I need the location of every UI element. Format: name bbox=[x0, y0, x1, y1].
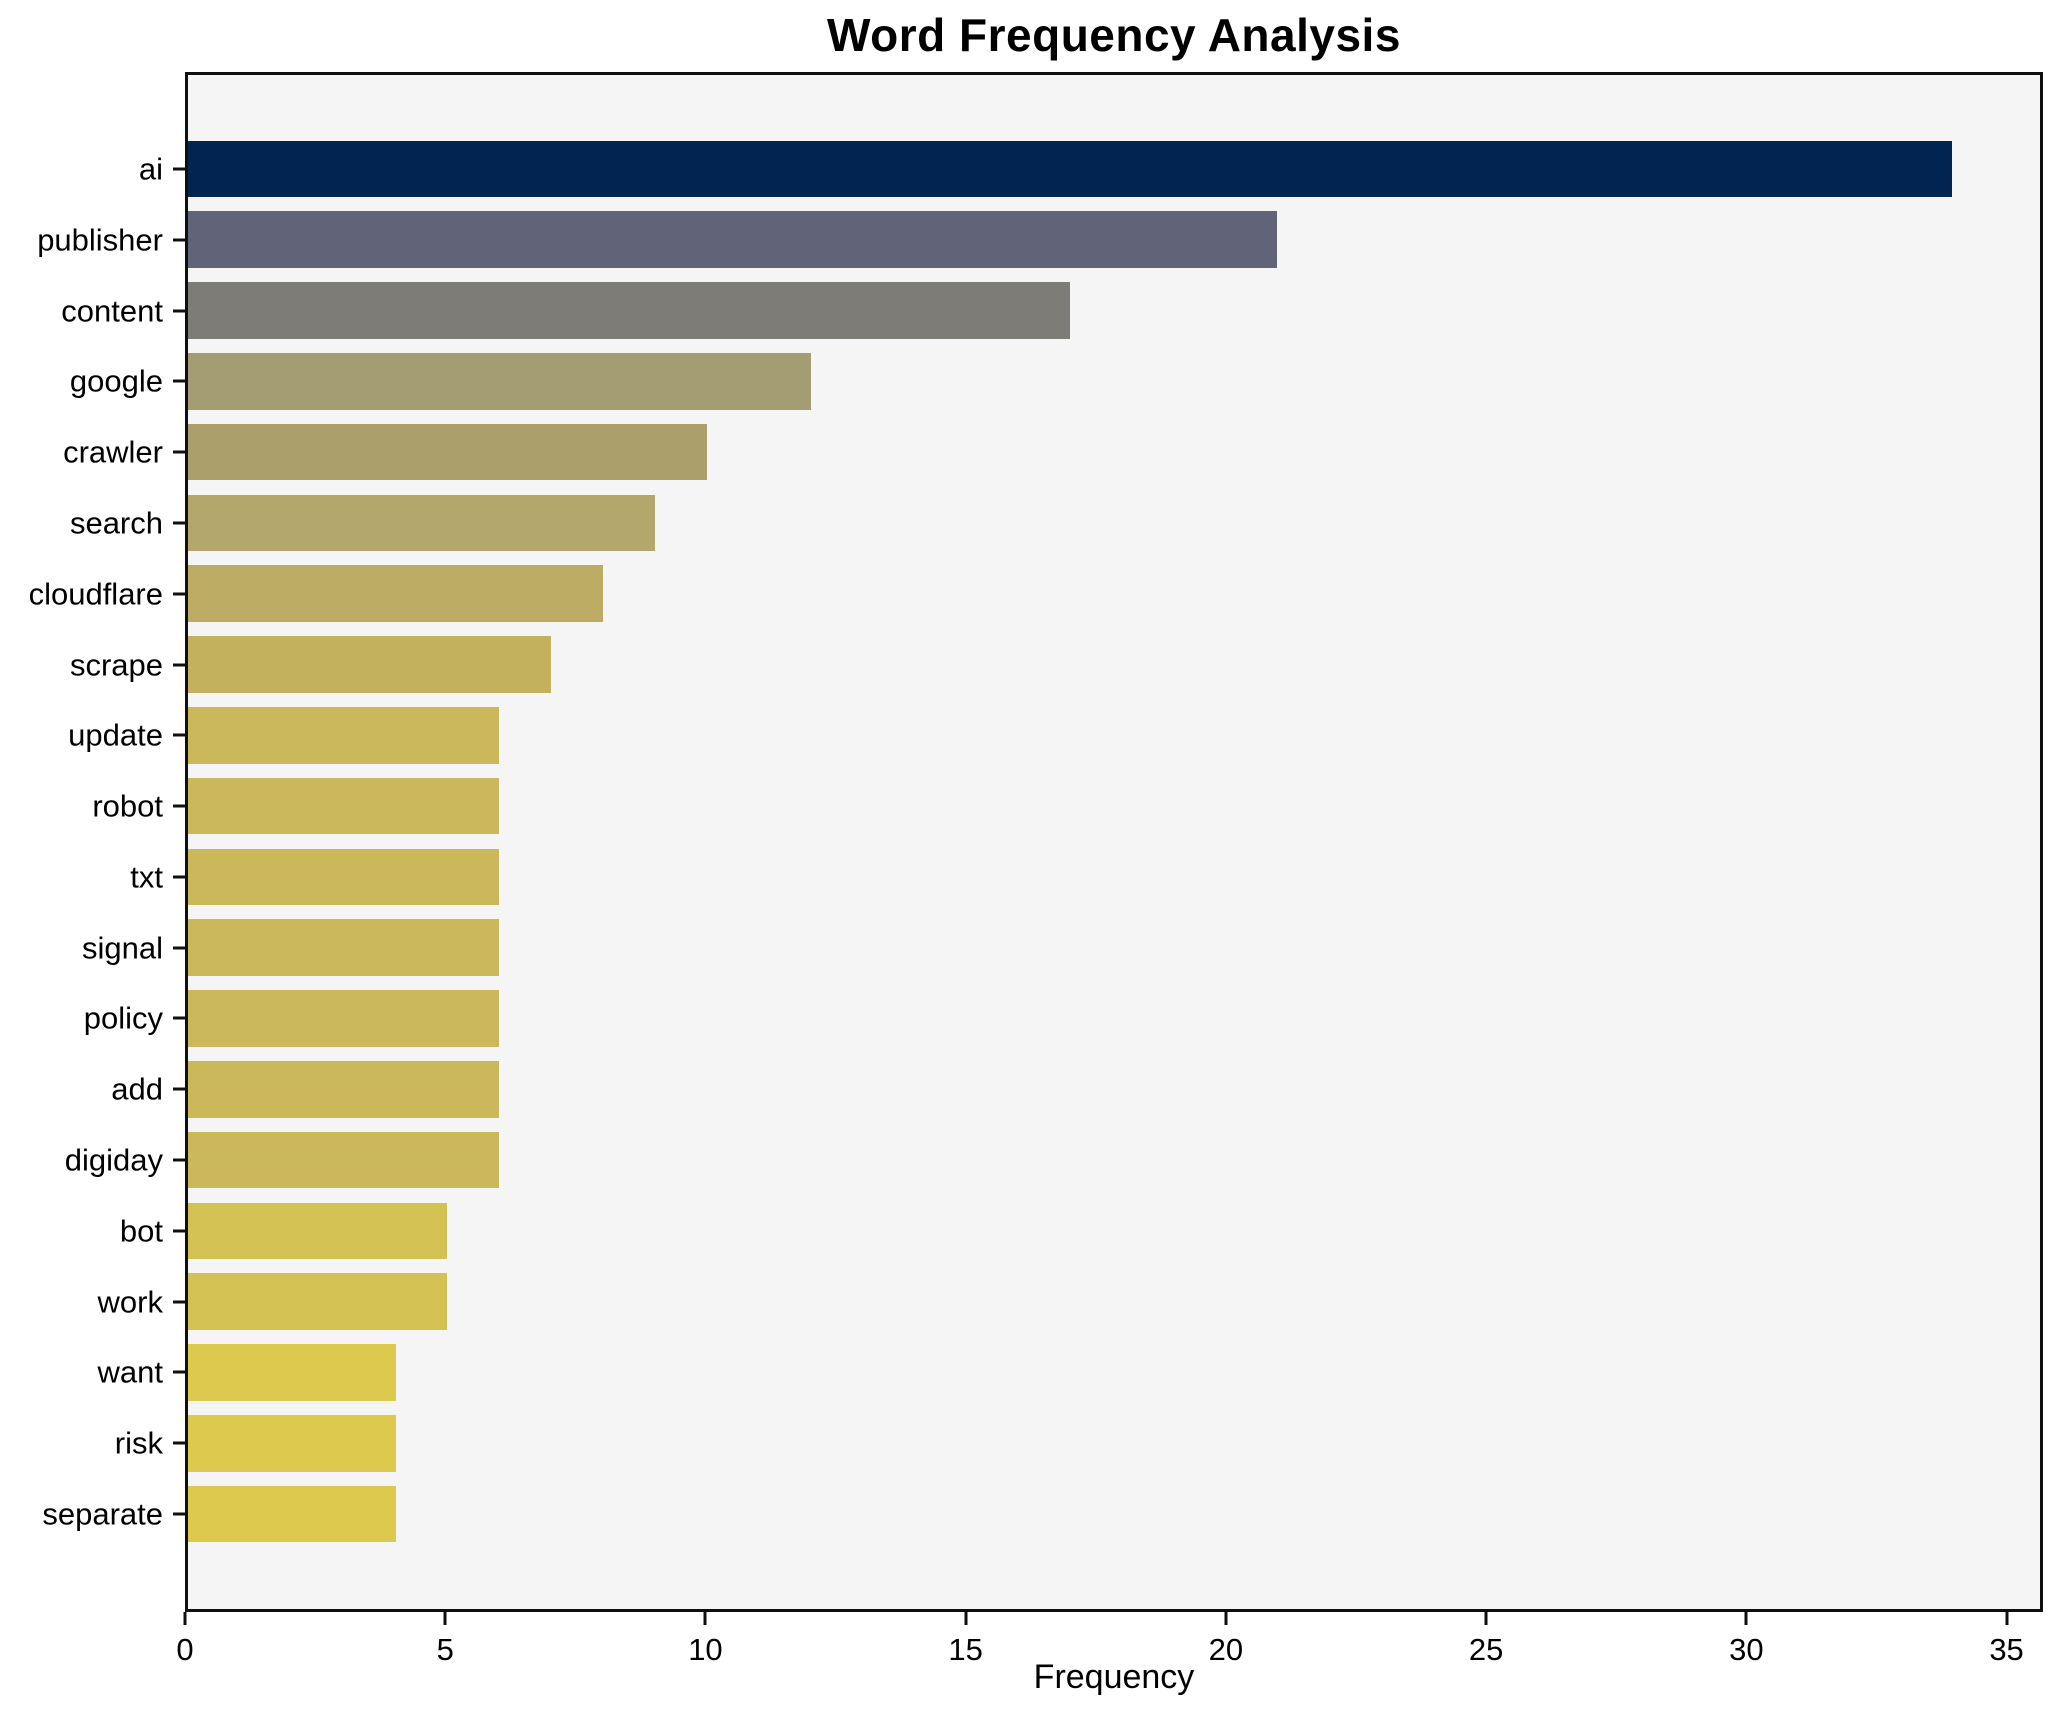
value-bar bbox=[188, 919, 500, 976]
value-bar bbox=[188, 1060, 500, 1118]
y-tick-mark bbox=[173, 1158, 185, 1162]
y-tick-mark bbox=[173, 1512, 185, 1516]
x-tick-mark bbox=[443, 1612, 447, 1625]
x-tick-label: 5 bbox=[436, 1632, 454, 1667]
x-tick-label: 10 bbox=[688, 1632, 723, 1667]
value-bar bbox=[188, 1131, 500, 1189]
y-axis-label: search bbox=[69, 505, 163, 541]
value-bar bbox=[188, 707, 500, 764]
y-axis-label: scrape bbox=[69, 647, 163, 683]
x-tick-label: 20 bbox=[1208, 1632, 1244, 1667]
y-axis-label: digiday bbox=[64, 1142, 163, 1178]
y-tick-mark bbox=[173, 592, 185, 596]
x-tick-mark bbox=[1484, 1612, 1488, 1625]
x-tick-mark bbox=[964, 1612, 968, 1625]
y-axis-label: content bbox=[61, 293, 163, 329]
x-tick-mark bbox=[183, 1612, 187, 1625]
y-axis-label: separate bbox=[42, 1496, 163, 1532]
value-bar bbox=[188, 1273, 448, 1330]
x-tick-mark bbox=[703, 1612, 707, 1625]
y-tick-mark bbox=[173, 450, 185, 454]
x-axis-label: Frequency bbox=[1033, 1658, 1195, 1696]
value-bar bbox=[188, 353, 811, 410]
y-tick-mark bbox=[173, 521, 185, 525]
y-axis-label: cloudflare bbox=[28, 576, 163, 612]
value-bar bbox=[188, 1344, 396, 1401]
plot-area bbox=[185, 72, 2043, 1612]
y-axis-label: robot bbox=[92, 788, 163, 824]
y-axis-label: txt bbox=[130, 859, 163, 895]
value-bar bbox=[188, 282, 1070, 339]
x-tick-label: 25 bbox=[1468, 1632, 1504, 1667]
y-tick-mark bbox=[173, 1370, 185, 1374]
x-tick-mark bbox=[1224, 1612, 1228, 1625]
x-tick-label: 15 bbox=[948, 1632, 983, 1667]
value-bar bbox=[188, 1485, 396, 1543]
y-tick-mark bbox=[173, 1087, 185, 1091]
x-axis: 0 5 10 15 20 25 30 35 bbox=[176, 1612, 2043, 1722]
x-tick-label: 35 bbox=[1989, 1632, 2024, 1667]
value-bar bbox=[188, 848, 500, 906]
y-tick-mark bbox=[173, 663, 185, 667]
value-bar bbox=[188, 1202, 448, 1260]
y-tick-mark bbox=[173, 1229, 185, 1233]
y-tick-mark bbox=[173, 1300, 185, 1304]
y-axis: ai publisher content google crawler search clo… bbox=[0, 72, 185, 1612]
x-tick-label: 30 bbox=[1729, 1632, 1764, 1667]
y-axis-label: ai bbox=[138, 151, 163, 187]
y-tick-mark bbox=[173, 379, 185, 383]
y-axis-label: crawler bbox=[63, 434, 163, 470]
y-axis-label: add bbox=[111, 1071, 163, 1107]
x-tick-mark bbox=[2005, 1612, 2009, 1625]
value-bar bbox=[188, 1414, 396, 1472]
x-tick-mark bbox=[1744, 1612, 1748, 1625]
y-axis-label: publisher bbox=[37, 222, 163, 258]
y-tick-mark bbox=[173, 733, 185, 737]
chart-title: Word Frequency Analysis bbox=[827, 9, 1401, 61]
y-axis-label: bot bbox=[119, 1213, 163, 1249]
value-bar bbox=[188, 494, 655, 552]
y-axis-label: policy bbox=[83, 1000, 163, 1036]
y-tick-mark bbox=[173, 875, 185, 879]
y-tick-mark bbox=[173, 309, 185, 313]
y-tick-mark bbox=[173, 946, 185, 950]
y-tick-mark bbox=[173, 1441, 185, 1445]
value-bar bbox=[188, 565, 603, 623]
y-axis-label: want bbox=[97, 1354, 163, 1390]
y-tick-mark bbox=[173, 167, 185, 171]
y-tick-mark bbox=[173, 1016, 185, 1020]
y-axis-label: update bbox=[68, 717, 163, 753]
value-bar bbox=[188, 423, 707, 481]
y-axis-label: signal bbox=[82, 930, 163, 966]
value-bar bbox=[188, 211, 1278, 269]
value-bar bbox=[188, 777, 500, 835]
y-axis-label: risk bbox=[114, 1425, 163, 1461]
y-axis-label: work bbox=[97, 1284, 163, 1320]
value-bar bbox=[188, 990, 500, 1047]
y-tick-mark bbox=[173, 238, 185, 242]
x-tick-label: 0 bbox=[176, 1632, 194, 1667]
value-bar bbox=[188, 636, 552, 693]
y-axis-label: google bbox=[69, 363, 163, 399]
y-tick-mark bbox=[173, 804, 185, 808]
value-bar bbox=[188, 140, 1952, 198]
